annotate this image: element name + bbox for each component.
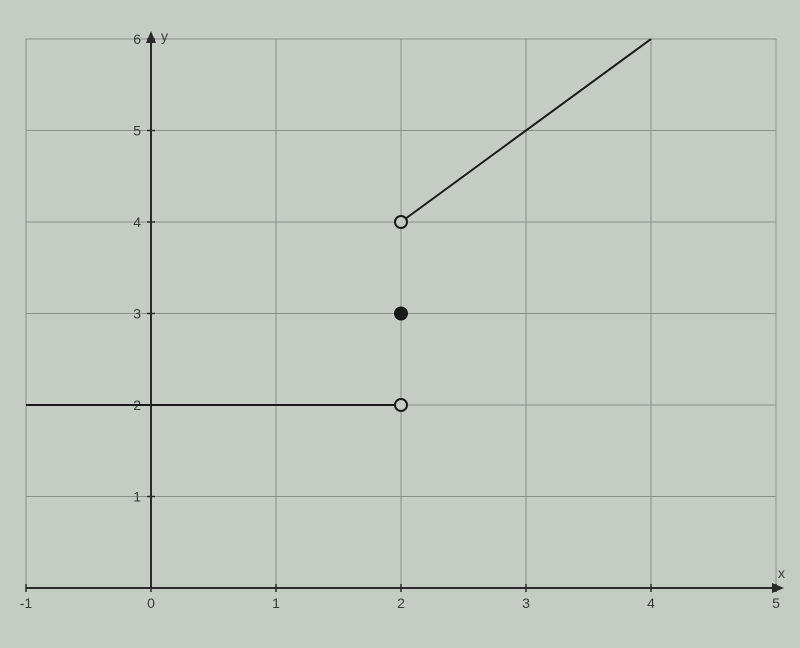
svg-text:0: 0 bbox=[147, 595, 155, 611]
svg-text:x: x bbox=[778, 565, 785, 581]
svg-text:3: 3 bbox=[522, 595, 530, 611]
svg-text:2: 2 bbox=[397, 595, 405, 611]
svg-text:y: y bbox=[161, 28, 168, 44]
piecewise-function-chart: -1012345123456xy bbox=[0, 0, 800, 648]
svg-text:4: 4 bbox=[647, 595, 655, 611]
svg-text:1: 1 bbox=[272, 595, 280, 611]
svg-text:5: 5 bbox=[133, 123, 141, 139]
svg-text:-1: -1 bbox=[20, 595, 33, 611]
svg-text:4: 4 bbox=[133, 214, 141, 230]
chart-svg: -1012345123456xy bbox=[0, 0, 800, 648]
svg-text:6: 6 bbox=[133, 31, 141, 47]
svg-text:5: 5 bbox=[772, 595, 780, 611]
svg-text:1: 1 bbox=[133, 489, 141, 505]
svg-text:3: 3 bbox=[133, 306, 141, 322]
